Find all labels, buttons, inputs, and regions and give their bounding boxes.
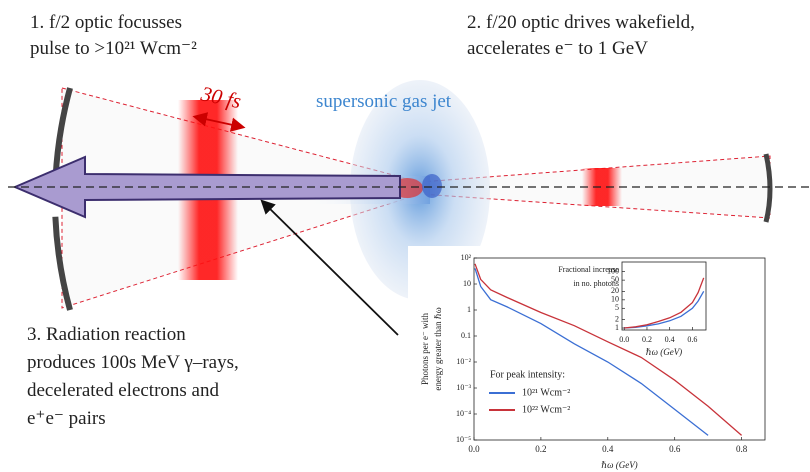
y-tick-label: 10⁻³ (456, 383, 471, 392)
series-line (474, 263, 743, 436)
step1: 1. f/2 optic focusses (30, 12, 182, 33)
x-tick-label: 0.0 (468, 444, 480, 454)
y-tick-label: 50 (611, 275, 619, 284)
step3: produces 100s MeV γ–rays, (27, 352, 239, 373)
legend-title: For peak intensity: (490, 369, 565, 380)
y-tick-label: 1 (467, 305, 471, 314)
y-tick-label: 10 (463, 279, 471, 288)
legend-box (481, 366, 611, 424)
y-tick-label: 10² (461, 253, 472, 262)
y-axis-label: Photons per e⁻ with (420, 313, 430, 385)
y-tick-label: 10⁻² (456, 357, 471, 366)
y-tick-label: 100 (607, 266, 619, 275)
y-tick-label: 2 (615, 314, 619, 323)
y-tick-label: 1 (615, 323, 619, 332)
step3: 3. Radiation reaction (27, 324, 186, 345)
x-tick-label: 0.6 (669, 444, 681, 454)
legend-entry: 10²² Wcm⁻² (522, 404, 570, 415)
gas-jet-label: supersonic gas jet (316, 91, 452, 112)
annotation: Fractional increase (558, 265, 619, 274)
y-axis-label: energy greater than ℏω (433, 307, 443, 390)
step3: decelerated electrons and (27, 380, 219, 401)
x-tick-label: 0.2 (642, 335, 652, 344)
x-tick-label: 0.6 (687, 335, 697, 344)
y-tick-label: 10 (611, 295, 619, 304)
y-tick-label: 10⁻⁴ (456, 409, 471, 418)
y-tick-label: 5 (615, 303, 619, 312)
step2: 2. f/20 optic drives wakefield, (467, 12, 695, 33)
optics (8, 80, 810, 336)
series-line (624, 277, 705, 329)
series-line (474, 268, 709, 436)
x-tick-label: 0.8 (736, 444, 748, 454)
plot-frame (621, 261, 707, 331)
step1: pulse to >10²¹ Wcm⁻² (30, 38, 197, 59)
x-axis-label: ℏω (GeV) (601, 460, 637, 470)
x-tick-label: 0.4 (665, 335, 675, 344)
y-tick-label: 0.1 (461, 331, 471, 340)
x-tick-label: 0.0 (619, 335, 629, 344)
step2: accelerates e⁻ to 1 GeV (467, 38, 648, 59)
y-tick-label: 10⁻⁵ (456, 435, 471, 444)
series-line (624, 290, 705, 329)
x-axis-label: ℏω (GeV) (646, 347, 682, 357)
x-tick-label: 0.2 (535, 444, 546, 454)
legend-entry: 10²¹ Wcm⁻² (522, 387, 570, 398)
x-tick-label: 0.4 (602, 444, 614, 454)
annotation: in no. photons (573, 279, 619, 288)
y-tick-label: 20 (611, 286, 619, 295)
step3: e⁺e⁻ pairs (27, 408, 106, 429)
